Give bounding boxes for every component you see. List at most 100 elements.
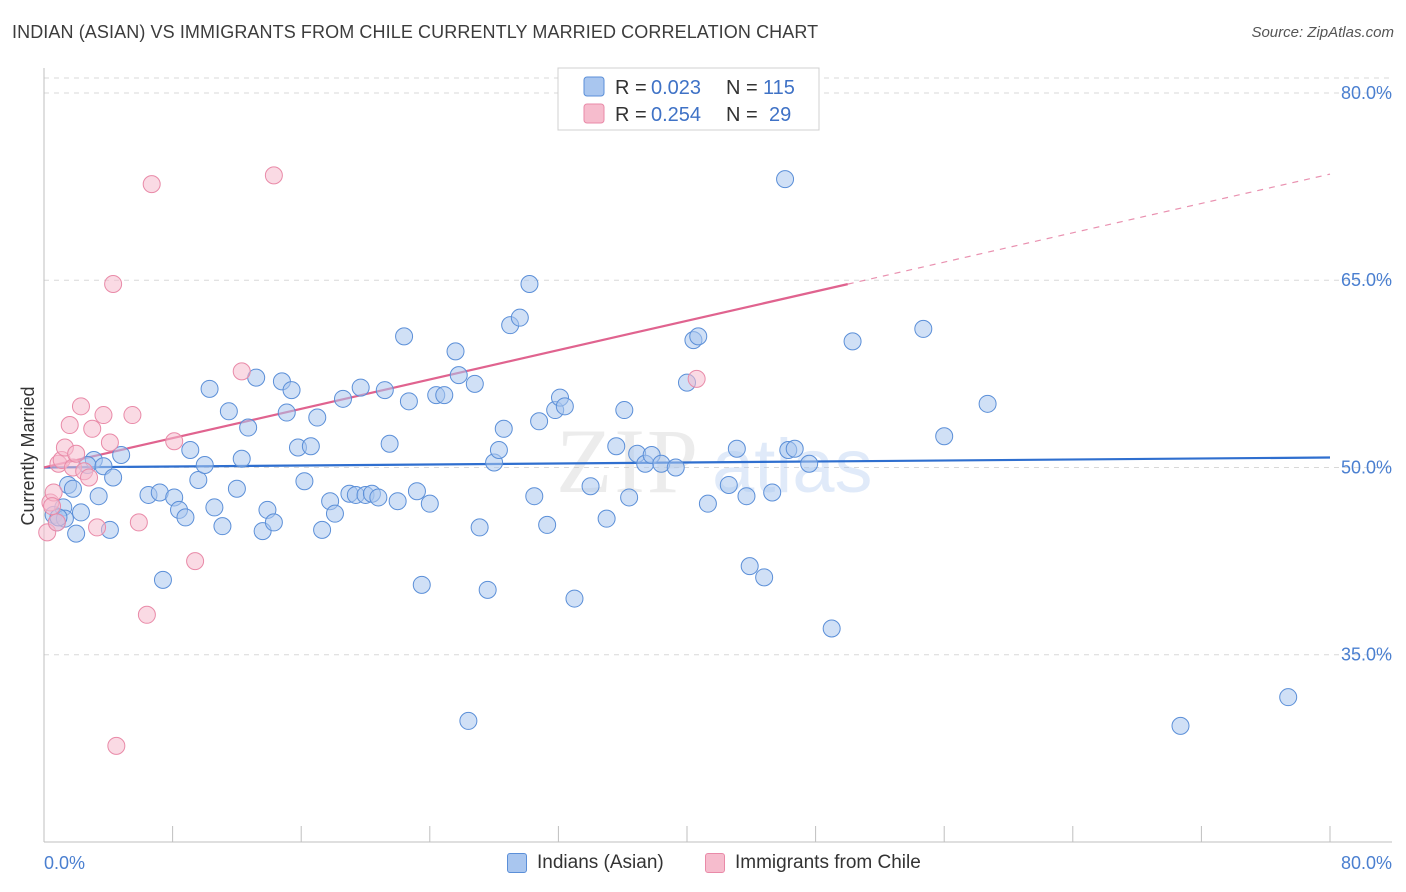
point-indians [1171, 716, 1190, 735]
point-indians [369, 488, 388, 507]
point-chile [83, 419, 102, 438]
point-indians [489, 441, 508, 460]
point-indians [740, 557, 759, 576]
point-indians [153, 570, 172, 589]
point-indians [412, 575, 431, 594]
point-chile [43, 497, 62, 516]
point-indians [325, 504, 344, 523]
point-indians [581, 477, 600, 496]
watermark-atlas: atlas [712, 424, 873, 509]
legend-r-value-2: 0.254 [651, 104, 701, 126]
point-indians [219, 402, 238, 421]
point-chile [88, 518, 107, 537]
point-indians [666, 458, 685, 477]
y-tick-label: 65.0% [1341, 270, 1392, 290]
point-indians [763, 483, 782, 502]
legend-swatch-pink [583, 103, 605, 124]
point-indians [375, 381, 394, 400]
point-chile [80, 468, 99, 487]
y-tick-label: 50.0% [1341, 457, 1392, 477]
trend-line-indians [43, 456, 1331, 469]
point-indians [67, 524, 86, 543]
legend-swatch-chile [705, 853, 725, 873]
point-indians [785, 439, 804, 458]
point-chile [47, 513, 66, 532]
legend-n-label-2: N = [726, 104, 758, 126]
y-axis-tick-labels: 35.0% 50.0% 65.0% 80.0% [1341, 83, 1392, 665]
point-indians [232, 449, 251, 468]
point-indians [176, 508, 195, 527]
legend-label-indians: Indians (Asian) [537, 852, 664, 873]
point-chile [186, 552, 205, 571]
point-indians [200, 379, 219, 398]
point-indians [1279, 688, 1298, 707]
bottom-legend: Indians (Asian) Immigrants from Chile [0, 852, 1406, 878]
point-indians [470, 518, 489, 537]
chart-title: INDIAN (ASIAN) VS IMMIGRANTS FROM CHILE … [12, 22, 819, 42]
y-axis-label: Currently Married [18, 386, 38, 525]
y-tick-label: 35.0% [1341, 645, 1392, 665]
point-chile [104, 274, 123, 293]
point-indians [776, 170, 795, 189]
point-indians [395, 327, 414, 346]
point-indians [978, 394, 997, 413]
point-indians [213, 517, 232, 536]
point-indians [388, 492, 407, 511]
legend-item-indians: Indians (Asian) [507, 852, 664, 874]
point-indians [698, 494, 717, 513]
point-indians [737, 487, 756, 506]
point-chile [165, 432, 184, 451]
point-chile [123, 406, 142, 425]
x-tick-label-min: 0.0% [44, 853, 85, 873]
point-indians [620, 488, 639, 507]
y-tick-label: 80.0% [1341, 83, 1392, 103]
point-indians [435, 386, 454, 405]
point-indians [264, 513, 283, 532]
point-indians [530, 412, 549, 431]
point-indians [277, 403, 296, 422]
point-chile [129, 513, 148, 532]
point-indians [478, 580, 497, 599]
point-indians [510, 308, 529, 327]
point-indians [63, 479, 82, 498]
point-indians [689, 327, 708, 346]
point-indians [615, 401, 634, 420]
point-indians [459, 711, 478, 730]
legend-r-value-1: 0.023 [651, 77, 701, 99]
legend-r-label-1: R = [615, 77, 647, 99]
point-chile [67, 444, 86, 463]
point-chile [71, 397, 90, 416]
legend-n-value-1: 115 [763, 77, 795, 99]
point-indians [351, 378, 370, 397]
legend-n-value-2: 29 [769, 104, 791, 126]
legend-n-label-1: N = [726, 77, 758, 99]
point-indians [935, 427, 954, 446]
point-indians [380, 434, 399, 453]
point-indians [597, 509, 616, 528]
point-chile [264, 166, 283, 185]
point-indians [104, 468, 123, 487]
point-indians [189, 470, 208, 489]
point-indians [446, 342, 465, 361]
point-indians [465, 374, 484, 393]
legend-swatch-indians [507, 853, 527, 873]
point-indians [565, 589, 584, 608]
point-indians [407, 482, 426, 501]
point-indians [822, 619, 841, 638]
point-indians [195, 455, 214, 474]
point-indians [399, 392, 418, 411]
point-indians [525, 487, 544, 506]
x-axis-ticks [43, 826, 1331, 842]
point-indians [607, 437, 626, 456]
point-indians [420, 494, 439, 513]
point-indians [755, 568, 774, 587]
point-indians [301, 437, 320, 456]
point-indians [449, 366, 468, 385]
axes [43, 68, 1392, 843]
legend-swatch-blue [583, 76, 605, 97]
point-chile [232, 362, 251, 381]
point-chile [100, 433, 119, 452]
point-indians [282, 381, 301, 400]
stats-legend: R = 0.023 N = 115 R = 0.254 N = 29 [557, 67, 820, 131]
